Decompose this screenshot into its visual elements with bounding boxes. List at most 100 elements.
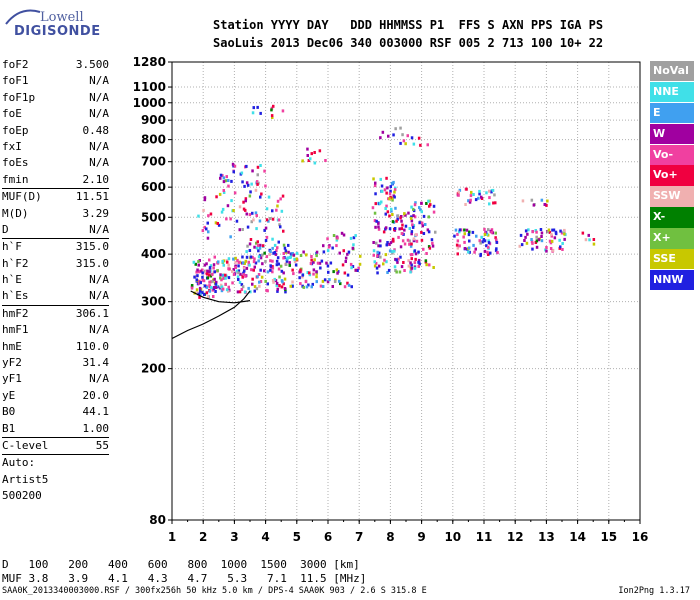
echo-point: [220, 289, 224, 293]
echo-point: [243, 184, 246, 188]
echo-point: [315, 270, 318, 274]
echo-point: [269, 217, 272, 220]
echo-point: [344, 260, 347, 263]
echo-point: [193, 275, 196, 279]
echo-point: [486, 250, 489, 254]
echo-point: [535, 245, 539, 249]
muf-cell: 600: [127, 558, 168, 571]
echo-point: [224, 179, 227, 183]
echo-point: [214, 282, 217, 286]
echo-point: [278, 275, 281, 279]
echo-point: [371, 206, 375, 210]
param-row: B1 1.00: [2, 421, 109, 437]
muf-cell: 7.1: [247, 572, 287, 585]
echo-point: [240, 171, 244, 175]
echo-point: [458, 230, 461, 234]
echo-point: [203, 284, 207, 288]
echo-point: [197, 263, 200, 267]
echo-point: [275, 259, 279, 263]
echo-point: [563, 232, 566, 236]
echo-point: [495, 247, 498, 251]
echo-point: [429, 203, 432, 207]
echo-point: [410, 219, 414, 223]
echo-point: [301, 273, 304, 277]
param-name: foEp: [2, 123, 29, 137]
echo-point: [261, 262, 264, 266]
echo-point: [401, 223, 404, 227]
echo-point: [425, 202, 428, 205]
echo-point: [592, 242, 596, 246]
echo-point: [201, 268, 204, 272]
echo-point: [543, 203, 546, 206]
echo-point: [534, 229, 537, 232]
echo-point: [550, 232, 553, 236]
echo-point: [201, 271, 204, 275]
echo-point: [340, 231, 344, 235]
echo-point: [215, 284, 218, 288]
echo-point: [336, 271, 339, 275]
echo-point: [215, 280, 218, 284]
echo-point: [467, 199, 470, 203]
echo-point: [551, 248, 555, 252]
echo-point: [248, 194, 252, 198]
param-row: yF2 31.4: [2, 355, 109, 371]
echo-point: [227, 276, 231, 280]
echo-point: [271, 209, 274, 213]
echo-point: [427, 199, 430, 203]
echo-point: [545, 203, 548, 207]
echo-point: [292, 253, 296, 257]
echo-point: [227, 285, 230, 289]
echo-point: [373, 184, 377, 188]
echo-point: [354, 234, 357, 238]
echo-point: [220, 285, 224, 289]
echo-point: [377, 227, 381, 231]
echo-point: [203, 225, 206, 229]
echo-point: [488, 189, 491, 193]
echo-point: [526, 232, 529, 236]
echo-point: [274, 252, 278, 256]
echo-point: [273, 251, 277, 254]
param-value: 315.0: [75, 256, 109, 270]
echo-point: [469, 198, 472, 202]
echo-point: [388, 214, 391, 218]
echo-point: [224, 282, 227, 286]
echo-point: [351, 246, 355, 250]
echo-point: [243, 262, 246, 265]
echo-point: [417, 264, 420, 268]
echo-point: [411, 223, 414, 227]
echo-point: [391, 220, 395, 224]
echo-point: [377, 251, 381, 255]
echo-point: [325, 261, 328, 265]
echo-point: [386, 241, 389, 244]
echo-point: [383, 188, 387, 192]
echo-point: [482, 238, 485, 241]
echo-point: [265, 255, 269, 259]
echo-point: [453, 234, 456, 238]
param-name: B0: [2, 405, 16, 419]
echo-point: [282, 243, 286, 247]
echo-point: [248, 213, 252, 217]
echo-point: [383, 258, 386, 262]
echo-point: [276, 246, 279, 250]
echo-point: [493, 193, 496, 197]
echo-point: [283, 287, 287, 290]
echo-point: [196, 291, 199, 295]
echo-point: [202, 279, 206, 283]
echo-point: [562, 230, 566, 234]
echo-point: [231, 281, 234, 285]
echo-point: [213, 286, 216, 289]
echo-point: [276, 204, 279, 208]
echo-point: [234, 266, 237, 269]
echo-point: [208, 285, 212, 289]
echo-point: [279, 225, 282, 229]
y-tick-label: 1000: [133, 96, 166, 110]
legend-item: W: [650, 123, 694, 145]
echo-point: [407, 259, 410, 263]
echo-point: [249, 190, 252, 194]
echo-point: [318, 261, 322, 265]
echo-point: [291, 280, 294, 284]
echo-point: [394, 127, 397, 131]
muf-cell: 11.5: [286, 572, 327, 585]
x-tick-label: 9: [417, 530, 425, 544]
param-divider: [2, 454, 109, 456]
